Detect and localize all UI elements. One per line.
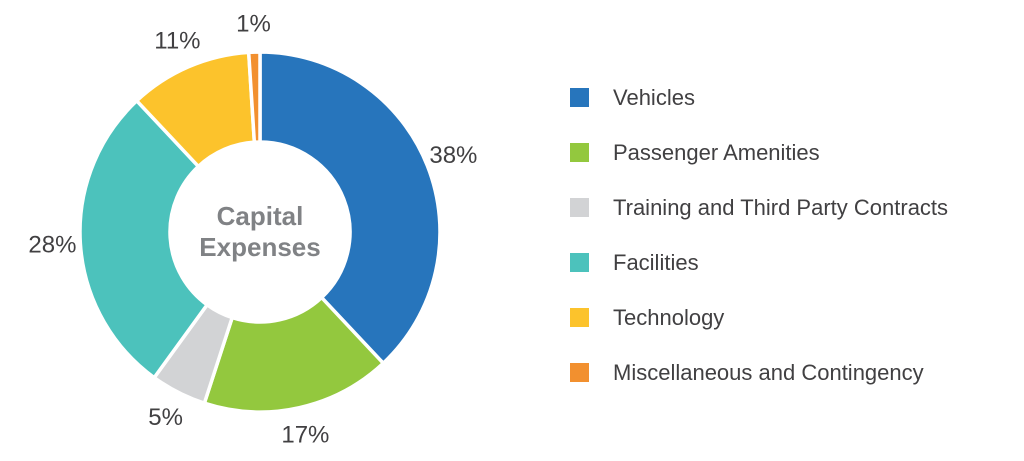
legend-item-passenger-amenities: Passenger Amenities [570,125,948,180]
chart-center-title-line1: Capital [216,201,304,231]
chart-center-title-line2: Expenses [199,232,321,262]
legend-swatch-passenger-amenities [570,143,589,162]
percent-label-technology: 11% [154,28,200,55]
percent-label-passenger-amenities: 17% [281,421,329,448]
legend-item-miscellaneous-and-contingency: Miscellaneous and Contingency [570,345,948,400]
legend-label-miscellaneous-and-contingency: Miscellaneous and Contingency [613,359,924,385]
legend-label-passenger-amenities: Passenger Amenities [613,139,820,165]
chart-center-title: Capital Expenses [140,201,380,263]
legend-label-training-and-third-party-contracts: Training and Third Party Contracts [613,194,949,220]
percent-label-training-and-third-party-contracts: 5% [148,404,183,431]
chart-legend: Vehicles Passenger Amenities Training an… [570,70,948,400]
donut-chart-svg: 38% 17% 5% 28% 11% 1% [28,11,477,449]
legend-swatch-vehicles [570,88,589,107]
legend-swatch-miscellaneous-and-contingency [570,363,589,382]
legend-swatch-technology [570,308,589,327]
segment-miscellaneous-and-contingency [246,50,262,145]
legend-swatch-facilities [570,253,589,272]
percent-label-facilities: 28% [28,232,76,259]
legend-item-facilities: Facilities [570,235,948,290]
legend-label-facilities: Facilities [613,249,699,275]
donut-chart: 38% 17% 5% 28% 11% 1% Capital Expenses [28,11,477,449]
segment-passenger-amenities [202,295,386,414]
legend-item-technology: Technology [570,290,948,345]
legend-item-vehicles: Vehicles [570,70,948,125]
percent-label-miscellaneous-and-contingency: 1% [236,11,271,38]
legend-item-training-and-third-party-contracts: Training and Third Party Contracts [570,180,948,235]
segment-vehicles [258,50,442,366]
legend-label-technology: Technology [613,304,725,330]
legend-swatch-training-and-third-party-contracts [570,198,589,217]
legend-label-vehicles: Vehicles [613,84,695,110]
percent-label-vehicles: 38% [429,142,477,169]
segment-facilities [78,98,210,381]
